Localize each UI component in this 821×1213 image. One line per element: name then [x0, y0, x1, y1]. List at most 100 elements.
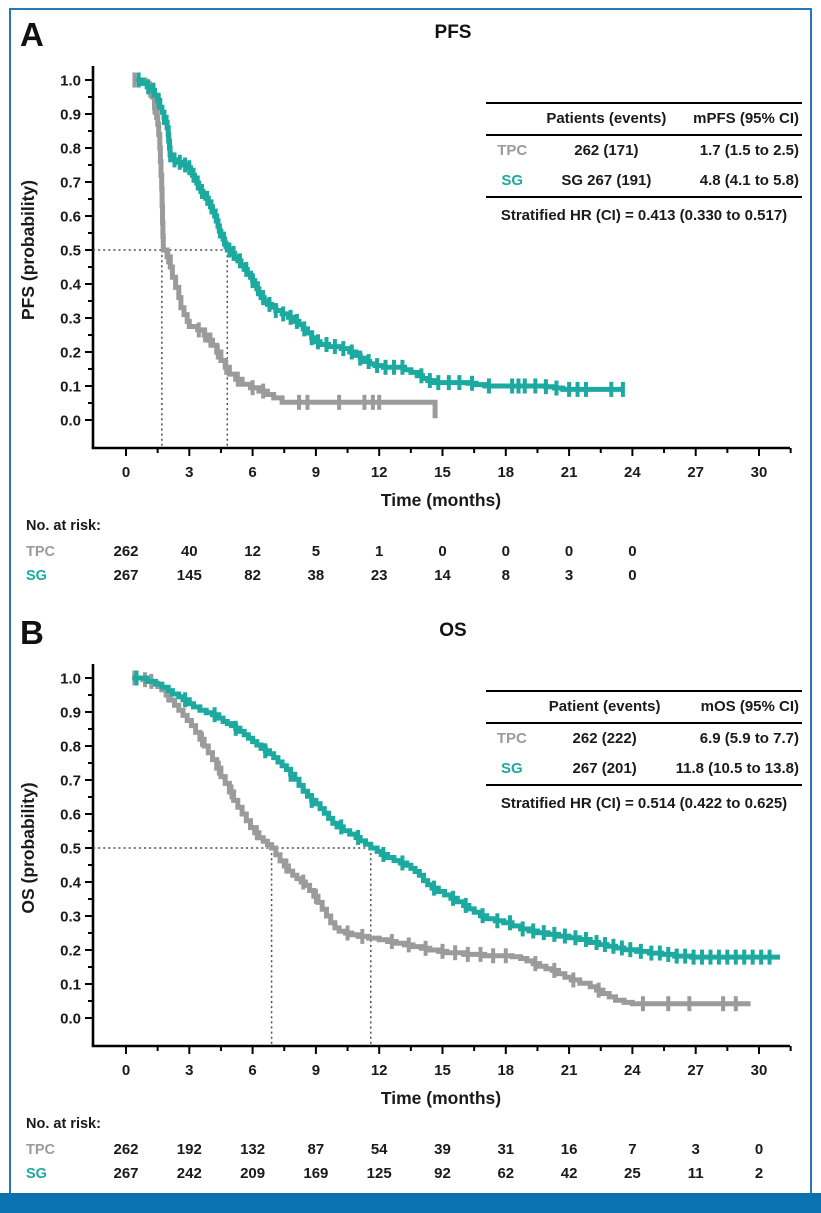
svg-text:0.7: 0.7 — [60, 773, 81, 790]
svg-text:242: 242 — [177, 1165, 202, 1182]
svg-text:24: 24 — [624, 464, 641, 481]
svg-text:TPC: TPC — [26, 1142, 56, 1158]
svg-text:0: 0 — [502, 543, 510, 560]
svg-text:21: 21 — [561, 1062, 578, 1079]
stats-header-ci: mPFS (95% CI) — [674, 103, 802, 136]
svg-text:0.4: 0.4 — [60, 277, 82, 294]
stats-ci-tpc: 1.7 (1.5 to 2.5) — [699, 142, 799, 159]
svg-text:132: 132 — [240, 1141, 265, 1158]
svg-text:0.0: 0.0 — [60, 413, 81, 430]
svg-text:262: 262 — [113, 543, 138, 560]
svg-text:SG: SG — [26, 1166, 47, 1182]
svg-text:7: 7 — [628, 1141, 636, 1158]
svg-text:0.3: 0.3 — [60, 311, 81, 328]
stats-label-sg: SG — [486, 754, 538, 786]
svg-text:54: 54 — [371, 1141, 388, 1158]
stats-row-tpc: TPC 262 (222) 6.9 (5.9 to 7.7) — [486, 723, 802, 754]
svg-text:0: 0 — [628, 567, 636, 584]
svg-text:0.1: 0.1 — [60, 977, 81, 994]
pfs-hr-footer: Stratified HR (CI) = 0.413 (0.330 to 0.5… — [500, 207, 788, 224]
stats-patients-tpc: 262 (171) — [574, 142, 639, 159]
risk-table: No. at risk:TPC 262 40 12 5 1 0 0 0 0SG 267 145 82 38… — [26, 518, 637, 584]
svg-text:87: 87 — [308, 1141, 325, 1158]
svg-text:0: 0 — [122, 464, 130, 481]
stats-patients-sg: 267 (201) — [537, 754, 672, 786]
svg-text:12: 12 — [371, 464, 388, 481]
svg-text:1.0: 1.0 — [60, 73, 81, 90]
svg-text:1.0: 1.0 — [60, 671, 81, 688]
svg-text:0.8: 0.8 — [60, 141, 81, 158]
svg-text:0.1: 0.1 — [60, 379, 81, 396]
svg-text:82: 82 — [244, 567, 261, 584]
svg-text:0.6: 0.6 — [60, 209, 81, 226]
stats-header-patients: Patients (events) — [538, 103, 675, 136]
svg-text:0: 0 — [122, 1062, 130, 1079]
svg-text:42: 42 — [561, 1165, 578, 1182]
svg-text:0.7: 0.7 — [60, 175, 81, 192]
pfs-stats-table: Patients (events) mPFS (95% CI) TPC 262 … — [486, 102, 802, 224]
svg-text:209: 209 — [240, 1165, 265, 1182]
tpc-curve — [132, 72, 438, 419]
svg-text:0.9: 0.9 — [60, 705, 81, 722]
median-reference-lines — [93, 847, 372, 1045]
svg-text:0.8: 0.8 — [60, 739, 81, 756]
svg-text:3: 3 — [565, 567, 573, 584]
svg-text:3: 3 — [185, 464, 193, 481]
os-km-chart: 0.0 0.1 0.2 0.3 0.4 0.5 0.6 0.7 0.8 0.9 1.0 0 3 6 9 12 1… — [18, 664, 792, 1182]
svg-text:11: 11 — [688, 1165, 704, 1182]
sg-curve — [132, 670, 781, 965]
svg-text:12: 12 — [371, 1062, 388, 1079]
svg-text:6: 6 — [248, 464, 256, 481]
svg-text:169: 169 — [303, 1165, 328, 1182]
svg-text:30: 30 — [751, 1062, 768, 1079]
axes: 0.0 0.1 0.2 0.3 0.4 0.5 0.6 0.7 0.8 0.9 1.0 0 3 6 9 12 1… — [60, 664, 792, 1079]
svg-text:SG: SG — [26, 568, 47, 584]
panel-title-pfs: PFS — [434, 22, 472, 43]
panel-os: 0.0 0.1 0.2 0.3 0.4 0.5 0.6 0.7 0.8 0.9 1.0 0 3 6 9 12 1… — [8, 612, 813, 1197]
svg-text:21: 21 — [561, 464, 578, 481]
svg-text:0: 0 — [438, 543, 446, 560]
svg-text:0.2: 0.2 — [60, 943, 81, 960]
svg-text:0.9: 0.9 — [60, 107, 81, 124]
os-hr-footer: Stratified HR (CI) = 0.514 (0.422 to 0.6… — [500, 795, 788, 812]
svg-text:267: 267 — [113, 1165, 138, 1182]
stats-ci-tpc: 6.9 (5.9 to 7.7) — [699, 730, 799, 747]
stats-header-patients: Patient (events) — [537, 691, 672, 724]
stats-row-sg: SG 267 (201) 11.8 (10.5 to 13.8) — [486, 754, 802, 786]
stats-label-tpc: TPC — [496, 730, 527, 747]
svg-text:0: 0 — [755, 1141, 763, 1158]
x-axis-label: Time (months) — [381, 490, 501, 510]
stats-patients-sg: SG 267 (191) — [538, 166, 675, 198]
median-reference-lines — [93, 249, 229, 447]
stats-header-empty — [486, 691, 538, 724]
svg-text:3: 3 — [185, 1062, 193, 1079]
svg-text:38: 38 — [308, 567, 325, 584]
svg-text:0.4: 0.4 — [60, 875, 82, 892]
pfs-km-chart: 0.00.10.20.30.40.50.60.70.80.91.00 3 6 9 12 1… — [18, 66, 792, 584]
svg-text:0: 0 — [628, 543, 636, 560]
svg-text:92: 92 — [434, 1165, 451, 1182]
svg-text:2: 2 — [755, 1165, 763, 1182]
stats-label-sg: SG — [486, 166, 539, 198]
y-axis-label: OS (probability) — [18, 782, 38, 913]
svg-text:No. at risk:: No. at risk: — [26, 518, 101, 534]
panel-title-os: OS — [439, 620, 467, 641]
svg-text:25: 25 — [624, 1165, 641, 1182]
stats-ci-sg: 4.8 (4.1 to 5.8) — [674, 166, 802, 198]
svg-text:12: 12 — [244, 543, 261, 560]
svg-text:14: 14 — [434, 567, 451, 584]
svg-text:267: 267 — [113, 567, 138, 584]
panel-letter-a: A — [20, 16, 44, 53]
bottom-accent-bar — [0, 1193, 821, 1213]
svg-text:30: 30 — [751, 464, 768, 481]
axes: 0.0 0.1 0.2 0.3 0.4 0.5 0.6 0.7 0.8 0.9 1.0 0 3 6 9 12 1… — [60, 66, 792, 481]
svg-text:0.2: 0.2 — [60, 345, 81, 362]
svg-text:31: 31 — [497, 1141, 514, 1158]
svg-text:0.6: 0.6 — [60, 807, 81, 824]
svg-text:16: 16 — [561, 1141, 578, 1158]
svg-text:15: 15 — [434, 1062, 451, 1079]
svg-text:9: 9 — [312, 1062, 320, 1079]
stats-label-tpc: TPC — [497, 142, 528, 159]
svg-text:8: 8 — [502, 567, 510, 584]
os-stats-table: Patient (events) mOS (95% CI) TPC 262 (2… — [486, 690, 802, 812]
